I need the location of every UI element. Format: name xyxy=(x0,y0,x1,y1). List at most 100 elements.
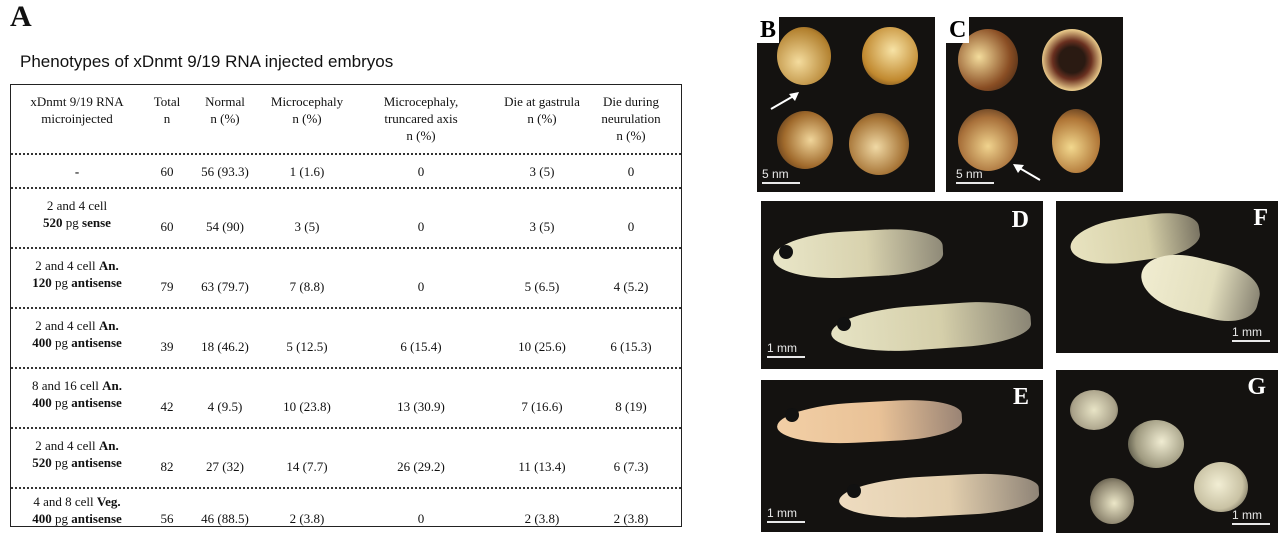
panel-label-e: E xyxy=(1012,384,1029,410)
table-row: 2 and 4 cell An. 520 pg antisense 82 27 (… xyxy=(11,437,681,481)
panel-label-d: D xyxy=(1011,207,1029,233)
table-row: 2 and 4 cell An. 120 pg antisense 79 63 (… xyxy=(11,257,681,301)
table-row: 2 and 4 cell An. 400 pg antisense 39 18 (… xyxy=(11,317,681,361)
header-die-gastrula: Die at gastrula n (%) xyxy=(504,94,580,126)
table-cell: 4 and 8 cell Veg. 400 pg antisense xyxy=(32,494,122,526)
embryo-image xyxy=(1194,462,1248,512)
table-cell: 0 xyxy=(417,219,425,234)
table-cell: - xyxy=(74,164,80,179)
table-cell: 2 (3.8) xyxy=(524,511,560,526)
table-cell: 2 and 4 cell An. 520 pg antisense xyxy=(32,438,122,470)
tadpole-eye xyxy=(779,245,793,259)
panel-label-b: B xyxy=(757,17,780,43)
row-divider xyxy=(11,367,681,369)
table-cell: 2 (3.8) xyxy=(613,511,649,526)
table-cell: 10 (25.6) xyxy=(518,339,566,354)
header-microcephaly-truncated: Microcephaly, truncared axis n (%) xyxy=(383,94,459,143)
embryo-image xyxy=(1135,245,1265,329)
row-divider xyxy=(11,487,681,489)
table-cell: 7 (16.6) xyxy=(521,399,563,414)
photo-panel-g: G 1 mm xyxy=(1056,370,1278,533)
scale-bar: 1 mm xyxy=(767,506,805,523)
table-cell: 60 xyxy=(160,164,174,179)
table-cell: 3 (5) xyxy=(294,219,320,234)
table-cell: 79 xyxy=(160,279,174,294)
embryo-image xyxy=(1042,29,1102,91)
table-cell: 10 (23.8) xyxy=(283,399,331,414)
table-cell: 8 (19) xyxy=(615,399,647,414)
table-row: 4 and 8 cell Veg. 400 pg antisense 56 46 … xyxy=(11,493,681,527)
photo-panel-f: F 1 mm xyxy=(1056,201,1278,353)
phenotype-table: xDnmt 9/19 RNA microinjected Total n Norma… xyxy=(10,84,682,527)
embryo-image xyxy=(958,109,1018,171)
table-header-row: xDnmt 9/19 RNA microinjected Total n Norma… xyxy=(11,93,681,155)
panel-label-a: A xyxy=(10,0,32,33)
embryo-image xyxy=(1128,420,1184,468)
table-cell: 3 (5) xyxy=(529,164,555,179)
tadpole-image xyxy=(776,397,963,447)
table-cell: 3 (5) xyxy=(529,219,555,234)
scale-bar: 1 mm xyxy=(1232,325,1270,342)
table-cell: 46 (88.5) xyxy=(201,511,249,526)
embryo-image xyxy=(1090,478,1134,524)
arrow-icon xyxy=(1013,164,1041,181)
row-divider xyxy=(11,427,681,429)
table-cell: 56 xyxy=(160,511,174,526)
table-cell: 7 (8.8) xyxy=(289,279,325,294)
table-cell: 54 (90) xyxy=(206,219,244,234)
panel-label-f: F xyxy=(1253,205,1268,231)
table-cell: 0 xyxy=(627,219,635,234)
table-cell: 6 (15.4) xyxy=(400,339,442,354)
scale-bar: 1 mm xyxy=(767,341,805,358)
header-rna: xDnmt 9/19 RNA microinjected xyxy=(30,94,124,126)
panel-label-g: G xyxy=(1247,374,1266,400)
tadpole-eye xyxy=(837,317,851,331)
arrow-icon xyxy=(770,92,799,110)
table-cell: 82 xyxy=(160,459,174,474)
table-cell: 2 and 4 cell An. 120 pg antisense xyxy=(32,258,122,290)
panel-label-c: C xyxy=(946,17,970,43)
tadpole-eye xyxy=(847,484,861,498)
tadpole-image xyxy=(771,226,945,282)
table-cell: 5 (12.5) xyxy=(286,339,328,354)
table-row: 8 and 16 cell An. 400 pg antisense 42 4 (… xyxy=(11,377,681,421)
table-cell: 18 (46.2) xyxy=(201,339,249,354)
table-row: 2 and 4 cell 520 pg sense 60 54 (90) 3 (5… xyxy=(11,197,681,241)
table-cell: 0 xyxy=(417,279,425,294)
photo-panel-b: B 5 nm xyxy=(757,17,935,192)
scale-bar: 5 nm xyxy=(762,167,800,184)
table-cell: 56 (93.3) xyxy=(201,164,249,179)
table-cell: 42 xyxy=(160,399,174,414)
header-normal: Normal n (%) xyxy=(205,94,245,126)
header-die-neurulation: Die during neurulation n (%) xyxy=(601,94,661,143)
table-cell: 4 (5.2) xyxy=(613,279,649,294)
embryo-image xyxy=(862,27,918,85)
table-cell: 60 xyxy=(160,219,174,234)
table-cell: 63 (79.7) xyxy=(201,279,249,294)
table-cell: 0 xyxy=(627,164,635,179)
table-cell: 6 (7.3) xyxy=(613,459,649,474)
row-divider xyxy=(11,247,681,249)
row-divider xyxy=(11,187,681,189)
table-row: - 60 56 (93.3) 1 (1.6) 0 3 (5) 0 xyxy=(11,163,681,193)
table-cell: 0 xyxy=(417,164,425,179)
embryo-image xyxy=(1052,109,1100,173)
table-cell: 26 (29.2) xyxy=(397,459,445,474)
table-cell: 13 (30.9) xyxy=(397,399,445,414)
table-cell: 6 (15.3) xyxy=(610,339,652,354)
scale-bar: 5 nm xyxy=(956,167,994,184)
row-divider xyxy=(11,307,681,309)
table-cell: 0 xyxy=(417,511,425,526)
photo-panel-d: D 1 mm xyxy=(761,201,1043,369)
header-total: Total n xyxy=(153,94,181,126)
embryo-image xyxy=(777,27,831,85)
table-cell: 11 (13.4) xyxy=(518,459,566,474)
photo-panel-c: C 5 nm xyxy=(946,17,1123,192)
table-cell: 39 xyxy=(160,339,174,354)
table-cell: 14 (7.7) xyxy=(286,459,328,474)
scale-bar: 1 mm xyxy=(1232,508,1270,525)
table-cell: 5 (6.5) xyxy=(524,279,560,294)
table-cell: 4 (9.5) xyxy=(207,399,243,414)
embryo-image xyxy=(777,111,833,169)
table-title: Phenotypes of xDnmt 9/19 RNA injected em… xyxy=(20,52,394,71)
